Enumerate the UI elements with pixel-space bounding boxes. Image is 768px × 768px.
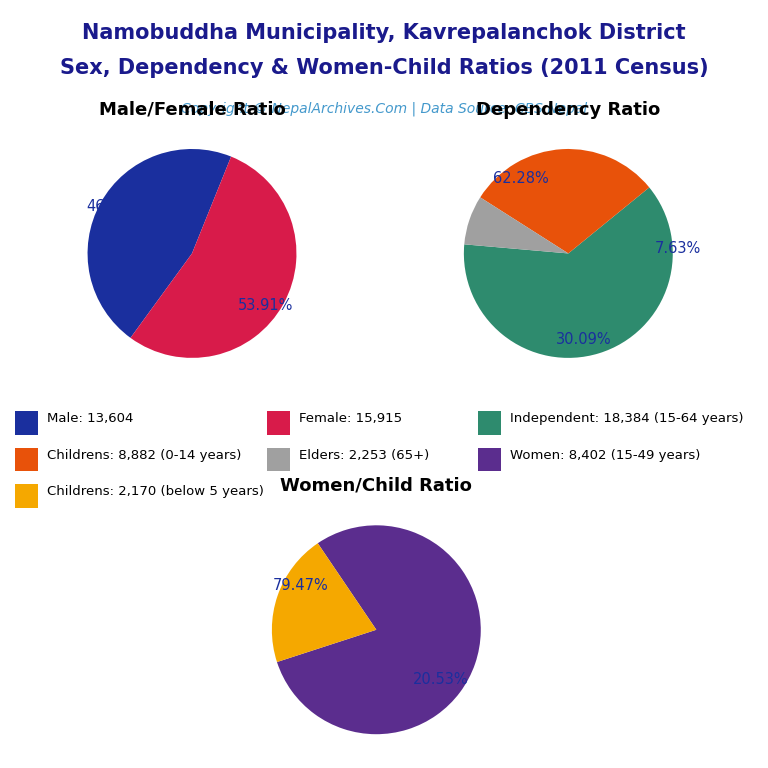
Text: 20.53%: 20.53%: [413, 673, 469, 687]
FancyBboxPatch shape: [15, 411, 38, 435]
Wedge shape: [277, 525, 481, 734]
Title: Dependency Ratio: Dependency Ratio: [476, 101, 660, 118]
Wedge shape: [272, 543, 376, 662]
Text: Childrens: 8,882 (0-14 years): Childrens: 8,882 (0-14 years): [47, 449, 241, 462]
Wedge shape: [465, 197, 568, 253]
Title: Women/Child Ratio: Women/Child Ratio: [280, 477, 472, 495]
Text: Sex, Dependency & Women-Child Ratios (2011 Census): Sex, Dependency & Women-Child Ratios (20…: [60, 58, 708, 78]
Title: Male/Female Ratio: Male/Female Ratio: [98, 101, 286, 118]
Text: Female: 15,915: Female: 15,915: [299, 412, 402, 425]
FancyBboxPatch shape: [15, 485, 38, 508]
Text: Elders: 2,253 (65+): Elders: 2,253 (65+): [299, 449, 429, 462]
Text: 7.63%: 7.63%: [655, 240, 701, 256]
Wedge shape: [131, 157, 296, 358]
FancyBboxPatch shape: [267, 411, 290, 435]
Text: 79.47%: 79.47%: [273, 578, 329, 594]
FancyBboxPatch shape: [478, 448, 501, 472]
Text: 62.28%: 62.28%: [494, 170, 549, 186]
Text: 53.91%: 53.91%: [237, 298, 293, 313]
FancyBboxPatch shape: [15, 448, 38, 472]
Wedge shape: [88, 149, 231, 338]
Text: Male: 13,604: Male: 13,604: [47, 412, 133, 425]
Text: Women: 8,402 (15-49 years): Women: 8,402 (15-49 years): [510, 449, 700, 462]
Text: Childrens: 2,170 (below 5 years): Childrens: 2,170 (below 5 years): [47, 485, 263, 498]
Wedge shape: [480, 149, 649, 253]
Text: Copyright © NepalArchives.Com | Data Source: CBS Nepal: Copyright © NepalArchives.Com | Data Sou…: [181, 102, 587, 116]
Text: 46.09%: 46.09%: [86, 199, 141, 214]
Wedge shape: [464, 187, 673, 358]
Text: Independent: 18,384 (15-64 years): Independent: 18,384 (15-64 years): [510, 412, 743, 425]
Text: 30.09%: 30.09%: [556, 332, 612, 346]
Text: Namobuddha Municipality, Kavrepalanchok District: Namobuddha Municipality, Kavrepalanchok …: [82, 23, 686, 43]
FancyBboxPatch shape: [478, 411, 501, 435]
FancyBboxPatch shape: [267, 448, 290, 472]
